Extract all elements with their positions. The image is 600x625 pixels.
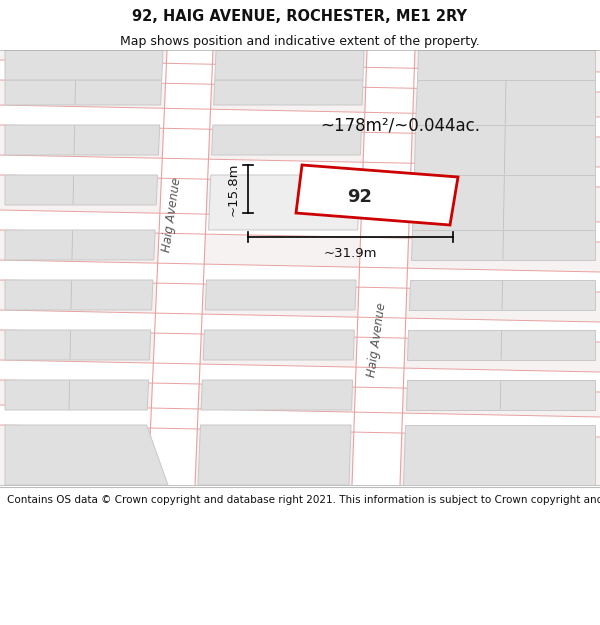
Polygon shape: [209, 175, 359, 230]
Text: ~31.9m: ~31.9m: [324, 247, 377, 260]
Polygon shape: [148, 50, 213, 485]
Polygon shape: [201, 380, 353, 410]
Polygon shape: [5, 425, 168, 485]
Polygon shape: [0, 310, 600, 342]
Text: Haig Avenue: Haig Avenue: [365, 302, 389, 378]
Text: Contains OS data © Crown copyright and database right 2021. This information is : Contains OS data © Crown copyright and d…: [7, 495, 600, 505]
Polygon shape: [198, 425, 351, 485]
Text: ~15.8m: ~15.8m: [227, 162, 240, 216]
Polygon shape: [409, 280, 595, 310]
Polygon shape: [0, 260, 600, 292]
Polygon shape: [5, 380, 149, 410]
Polygon shape: [415, 80, 595, 125]
Polygon shape: [413, 125, 595, 175]
Polygon shape: [214, 80, 363, 105]
Text: Map shows position and indicative extent of the property.: Map shows position and indicative extent…: [120, 35, 480, 48]
Polygon shape: [0, 210, 600, 242]
Polygon shape: [5, 175, 158, 205]
Polygon shape: [412, 175, 595, 230]
Polygon shape: [407, 330, 595, 360]
Polygon shape: [296, 165, 458, 225]
Polygon shape: [5, 280, 153, 310]
Text: ~178m²/~0.044ac.: ~178m²/~0.044ac.: [320, 116, 480, 134]
Polygon shape: [215, 50, 364, 80]
Text: 92, HAIG AVENUE, ROCHESTER, ME1 2RY: 92, HAIG AVENUE, ROCHESTER, ME1 2RY: [133, 9, 467, 24]
Polygon shape: [0, 405, 600, 437]
Polygon shape: [203, 330, 355, 360]
Text: 92: 92: [347, 188, 373, 206]
Polygon shape: [417, 50, 595, 80]
Polygon shape: [0, 155, 600, 187]
Polygon shape: [5, 330, 151, 360]
Text: Haig Avenue: Haig Avenue: [161, 177, 184, 253]
Polygon shape: [0, 60, 600, 92]
Polygon shape: [406, 380, 595, 410]
Polygon shape: [0, 105, 600, 137]
Polygon shape: [205, 280, 356, 310]
Polygon shape: [411, 230, 595, 260]
Polygon shape: [5, 80, 161, 105]
Polygon shape: [0, 360, 600, 392]
Polygon shape: [212, 125, 361, 155]
Polygon shape: [403, 425, 595, 485]
Polygon shape: [0, 50, 600, 485]
Polygon shape: [5, 50, 163, 80]
Polygon shape: [352, 50, 415, 485]
Polygon shape: [5, 230, 155, 260]
Polygon shape: [5, 125, 160, 155]
